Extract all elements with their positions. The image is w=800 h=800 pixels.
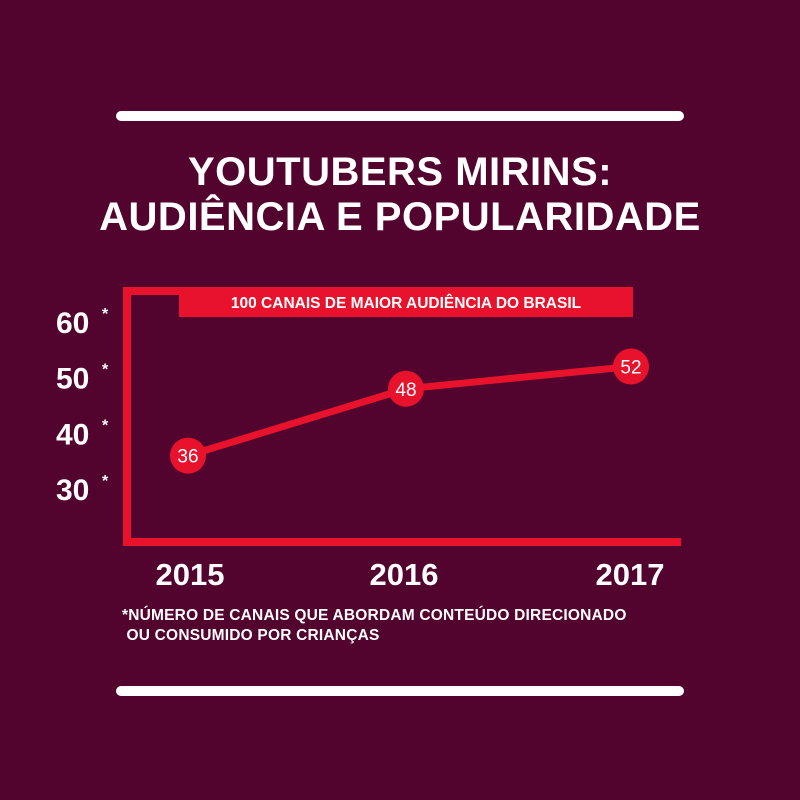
y-tick-label: 40 xyxy=(56,418,89,451)
x-axis-line xyxy=(123,538,681,546)
y-tick-label: 50 xyxy=(56,363,89,396)
x-tick-label: 2017 xyxy=(596,557,665,592)
y-tick-label: 60 xyxy=(56,307,89,340)
y-tick-asterisk: * xyxy=(102,417,109,434)
footnote-line-2: OU CONSUMIDO POR CRIANÇAS xyxy=(122,627,380,644)
x-tick-label: 2015 xyxy=(156,557,225,592)
data-label: 52 xyxy=(620,358,641,379)
y-tick-asterisk: * xyxy=(102,362,109,379)
data-point xyxy=(170,437,206,474)
page-title-line-2: AUDIÊNCIA E POPULARIDADE xyxy=(99,195,701,239)
x-tick-label: 2016 xyxy=(370,557,439,592)
axis-top-stub xyxy=(123,287,183,295)
data-point xyxy=(388,370,424,407)
data-point xyxy=(613,348,649,385)
chart-subtitle: 100 CANAIS DE MAIOR AUDIÊNCIA DO BRASIL xyxy=(231,294,581,312)
y-axis-line xyxy=(123,287,131,546)
top-divider xyxy=(116,111,684,121)
page-title-line-1: YOUTUBERS MIRINS: xyxy=(187,150,613,194)
data-label: 48 xyxy=(395,380,416,401)
y-tick-asterisk: * xyxy=(102,306,109,323)
bottom-divider xyxy=(116,686,684,696)
footnote-line-1: *NÚMERO DE CANAIS QUE ABORDAM CONTEÚDO D… xyxy=(122,607,627,624)
chart-subtitle-banner xyxy=(179,287,633,317)
y-tick-asterisk: * xyxy=(102,473,109,490)
y-tick-label: 30 xyxy=(56,474,89,507)
footnote: *NÚMERO DE CANAIS QUE ABORDAM CONTEÚDO D… xyxy=(122,606,627,646)
data-label: 36 xyxy=(177,447,198,468)
